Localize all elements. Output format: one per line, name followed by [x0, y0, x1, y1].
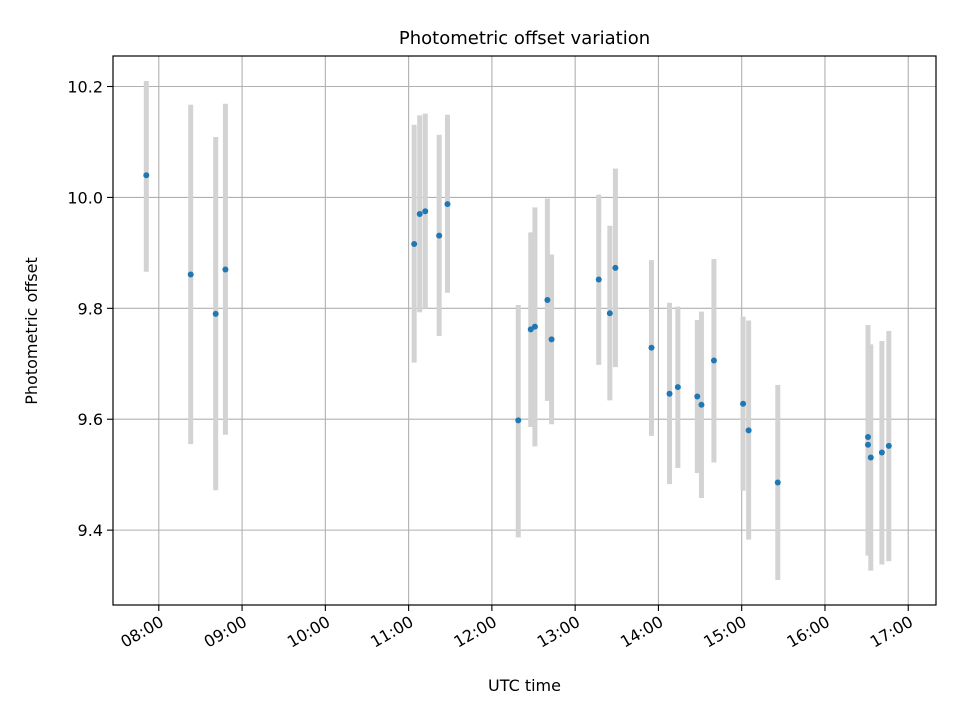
data-point [212, 310, 219, 317]
grid [113, 56, 936, 605]
data-point [548, 336, 555, 343]
x-axis-label: UTC time [488, 676, 561, 695]
data-point [740, 400, 747, 407]
data-point [416, 211, 423, 218]
data-point [710, 357, 717, 364]
data-point [187, 271, 194, 278]
data-point [143, 172, 150, 179]
data-point [864, 433, 871, 440]
data-point [612, 264, 619, 271]
data-point [745, 427, 752, 434]
data-point [411, 240, 418, 247]
data-point [774, 479, 781, 486]
y-tick-label: 9.4 [78, 521, 103, 540]
y-tick-label: 9.8 [78, 299, 103, 318]
data-point [444, 201, 451, 208]
data-point [885, 442, 892, 449]
data-point [436, 232, 443, 239]
data-point [222, 266, 229, 273]
data-points [143, 172, 892, 486]
chart-title: Photometric offset variation [399, 28, 650, 49]
y-axis-label: Photometric offset [22, 257, 41, 405]
y-tick-label: 10.0 [67, 188, 103, 207]
data-point [867, 454, 874, 461]
data-point [648, 344, 655, 351]
data-point [515, 417, 522, 424]
data-point [544, 297, 551, 303]
data-point [864, 441, 871, 448]
data-point [694, 393, 701, 400]
data-point [878, 449, 885, 456]
plot-frame [112, 55, 937, 606]
y-axis-ticks: 9.4 9.6 9.8 10.0 10.2 [67, 78, 113, 540]
data-point [674, 384, 681, 391]
data-point [422, 208, 429, 215]
data-point [531, 323, 538, 330]
data-point [595, 276, 602, 283]
data-point [606, 310, 613, 317]
data-point [666, 390, 673, 397]
y-tick-label: 9.6 [78, 410, 103, 429]
data-point [698, 401, 705, 408]
y-tick-label: 10.2 [67, 78, 103, 97]
